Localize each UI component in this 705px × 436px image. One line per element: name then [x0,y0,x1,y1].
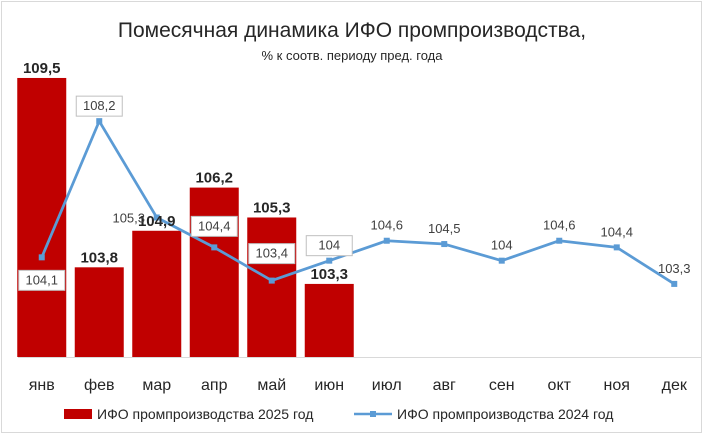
line-point [383,237,390,244]
x-tick-label: ноя [604,377,630,394]
bar-value-label: 104,9 [138,213,176,230]
x-axis-ticks: янв фев мар апр май июн июл авг сен окт ноя дек [29,377,688,394]
bar-value-label: 109,5 [23,60,61,77]
line-value-label: 104 [318,238,340,253]
bar [132,230,182,357]
line-point [38,254,45,261]
x-tick-label: мар [142,377,171,394]
bar-series [17,77,354,357]
line-point [211,244,218,251]
bar [247,217,297,357]
line-label-box [190,215,238,237]
line-value-label: 108,2 [83,98,116,113]
line-label-box [248,243,296,265]
chart-subtitle: % к соотв. периоду пред. года [261,48,443,63]
line-value-label: 103,4 [255,246,288,261]
line-value-label: 103,3 [658,261,691,276]
bar-value-label: 105,3 [253,199,291,216]
x-tick-label: июн [314,377,344,394]
line-point [326,257,333,264]
line-label-box [305,235,353,257]
line-value-label: 105,3 [112,210,145,225]
line-value-label: 104,6 [543,218,576,233]
line-point [671,280,678,287]
legend-line-label: ИФО промпроизводства 2024 год [397,406,613,422]
line-label-box [18,269,66,291]
x-tick-label: янв [29,377,55,394]
line-point [153,214,160,221]
line-point [556,237,563,244]
series-line [40,119,675,286]
bar [189,187,239,357]
chart-title: Помесячная динамика ИФО промпроизводства… [118,19,586,42]
bar [74,267,124,357]
line-value-label: 104,1 [25,272,58,287]
line-value-label: 104,4 [600,224,633,239]
line-value-label: 104,6 [370,218,403,233]
line-point [96,118,103,125]
x-tick-label: окт [548,377,572,394]
x-tick-label: авг [433,377,456,394]
line-series [38,118,678,287]
line-point [613,244,620,251]
line-value-label: 104,5 [428,221,461,236]
bar [304,283,354,357]
bar-value-label: 106,2 [195,170,233,187]
line-label-box [75,95,123,117]
line-value-label: 104,4 [198,218,231,233]
line-point [441,241,448,248]
bar-value-label: 103,3 [310,266,348,283]
legend-bar-swatch [64,409,92,419]
x-tick-label: апр [201,377,228,394]
line-value-label: 104 [491,238,513,253]
line-point [498,257,505,264]
bar-value-label: 103,8 [80,249,118,266]
legend: ИФО промпроизводства 2025 год ИФО промпр… [64,406,613,422]
x-tick-label: фев [84,377,115,394]
x-tick-label: дек [662,377,688,394]
x-tick-label: сен [489,377,515,394]
line-point [268,277,275,284]
x-tick-label: май [257,377,286,394]
legend-bar-label: ИФО промпроизводства 2025 год [97,406,313,422]
x-tick-label: июл [372,377,402,394]
data-labels: 109,5 103,8 104,9 106,2 105,3 103,3 104,1 108,2… [18,60,691,291]
legend-line-marker [370,411,376,417]
